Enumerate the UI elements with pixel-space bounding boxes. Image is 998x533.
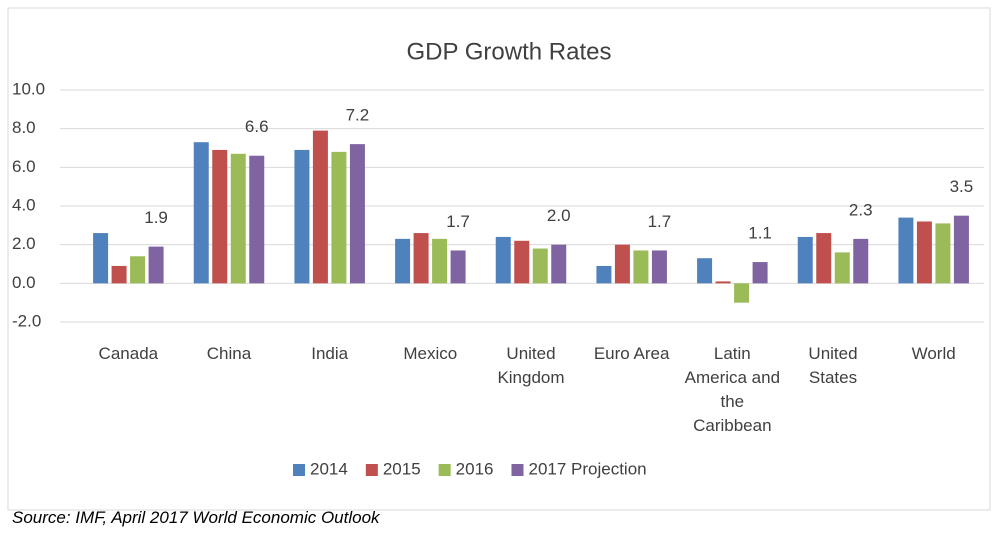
x-tick-label: Latin America and the Caribbean [684,344,781,435]
bar [797,236,813,284]
x-tick-label: Canada [98,344,159,363]
bar [450,250,466,284]
bar [312,130,328,284]
bar [898,217,914,284]
legend-label: 2017 Projection [528,459,646,478]
bar [651,250,667,284]
legend-swatch [365,464,378,476]
bar [853,238,869,284]
legend-label: 2015 [383,459,421,478]
legend-swatch [511,464,524,476]
bar [752,262,768,284]
bar [249,155,265,284]
legend-swatch [438,464,451,476]
bar [294,149,310,284]
bar [148,246,164,284]
bar [715,281,731,284]
data-label: 1.7 [648,212,672,231]
bar [395,238,411,284]
x-tick-label: United Kingdom [497,344,565,387]
x-tick-label: United States [808,344,858,387]
data-label: 1.9 [144,208,168,227]
bar [130,256,146,284]
data-label: 2.0 [547,206,571,225]
data-label: 3.5 [950,177,974,196]
y-tick-label: 4.0 [12,195,36,214]
bar [413,233,429,284]
bar [331,151,347,284]
data-label: 7.2 [346,106,370,125]
y-tick-label: -2.0 [12,311,41,330]
y-tick-label: 2.0 [12,234,36,253]
bar [532,248,548,284]
legend-label: 2016 [456,459,494,478]
chart-title: GDP Growth Rates [407,38,612,65]
bar [349,144,365,284]
bar [734,283,750,303]
x-tick-label: Mexico [403,344,458,363]
y-tick-label: 6.0 [12,157,36,176]
x-tick-label: World [911,344,956,363]
bar [93,233,109,284]
bar [193,142,209,284]
x-tick-label: Euro Area [593,344,670,363]
bar [633,250,649,284]
bar [551,244,567,284]
bar [935,223,951,284]
data-label: 2.3 [849,200,873,219]
source-note: Source: IMF, April 2017 World Economic O… [12,508,380,527]
data-label: 1.1 [748,224,772,243]
y-tick-label: 10.0 [12,79,45,98]
legend-label: 2014 [310,459,348,478]
bar [514,240,530,284]
bar [432,238,448,284]
data-label: 1.7 [446,212,470,231]
bar [916,221,932,284]
y-tick-label: 8.0 [12,118,36,137]
bar [614,244,630,284]
bar [834,252,850,284]
bar [697,258,713,284]
bar [495,236,511,284]
bar [230,153,246,284]
data-label: 6.6 [245,117,269,136]
bar [596,265,612,284]
y-tick-label: 0.0 [12,273,36,292]
x-tick-label: China [206,344,252,363]
bar [953,215,969,284]
bar [816,233,832,284]
bar [111,265,127,284]
bar [212,149,228,284]
chart-frame [7,7,991,511]
legend-swatch [293,464,305,476]
x-tick-label: India [311,344,349,363]
